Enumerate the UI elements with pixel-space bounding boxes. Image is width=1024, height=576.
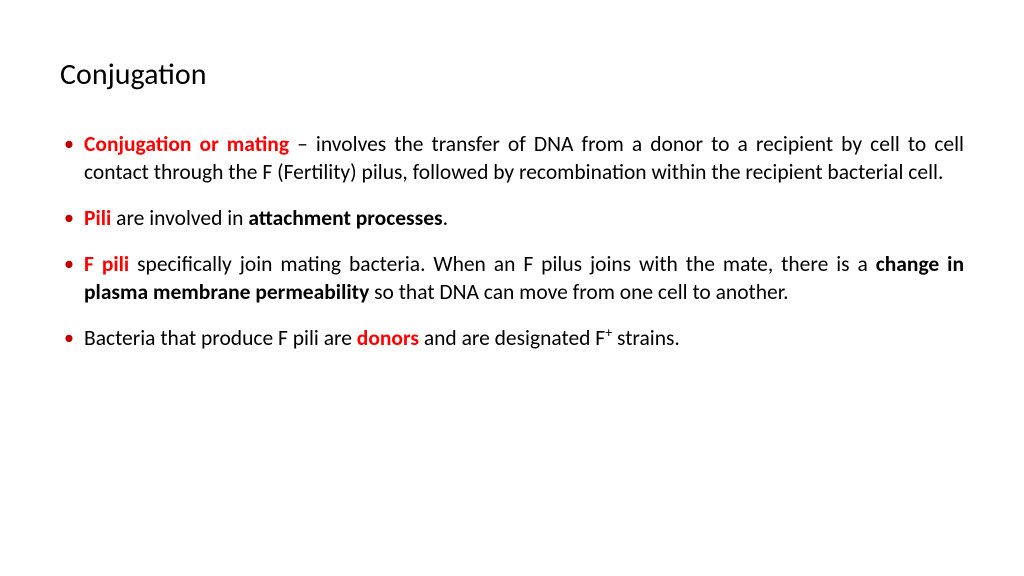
text-run: and are designated F <box>419 325 605 351</box>
text-run: donors <box>357 325 419 351</box>
text-run: . <box>443 205 448 231</box>
bullet-item: Pili are involved in attachment processe… <box>60 205 964 233</box>
slide-title: Conjugation <box>60 56 964 93</box>
text-run: F pili <box>84 251 129 277</box>
bullet-list: Conjugation or mating – involves the tra… <box>60 131 964 353</box>
bullet-item: Conjugation or mating – involves the tra… <box>60 131 964 187</box>
slide-container: Conjugation Conjugation or mating – invo… <box>0 0 1024 576</box>
text-run: so that DNA can move from one cell to an… <box>369 279 788 305</box>
text-run: attachment processes <box>248 205 442 231</box>
text-run: Bacteria that produce F pili are <box>84 325 357 351</box>
text-run: strains. <box>612 325 680 351</box>
bullet-item: Bacteria that produce F pili are donors … <box>60 325 964 353</box>
text-run: specifically join mating bacteria. When … <box>129 251 876 277</box>
text-run: Pili <box>84 205 111 231</box>
bullet-item: F pili specifically join mating bacteria… <box>60 251 964 307</box>
text-run: are involved in <box>111 205 248 231</box>
text-run: Conjugation or mating <box>84 131 289 157</box>
